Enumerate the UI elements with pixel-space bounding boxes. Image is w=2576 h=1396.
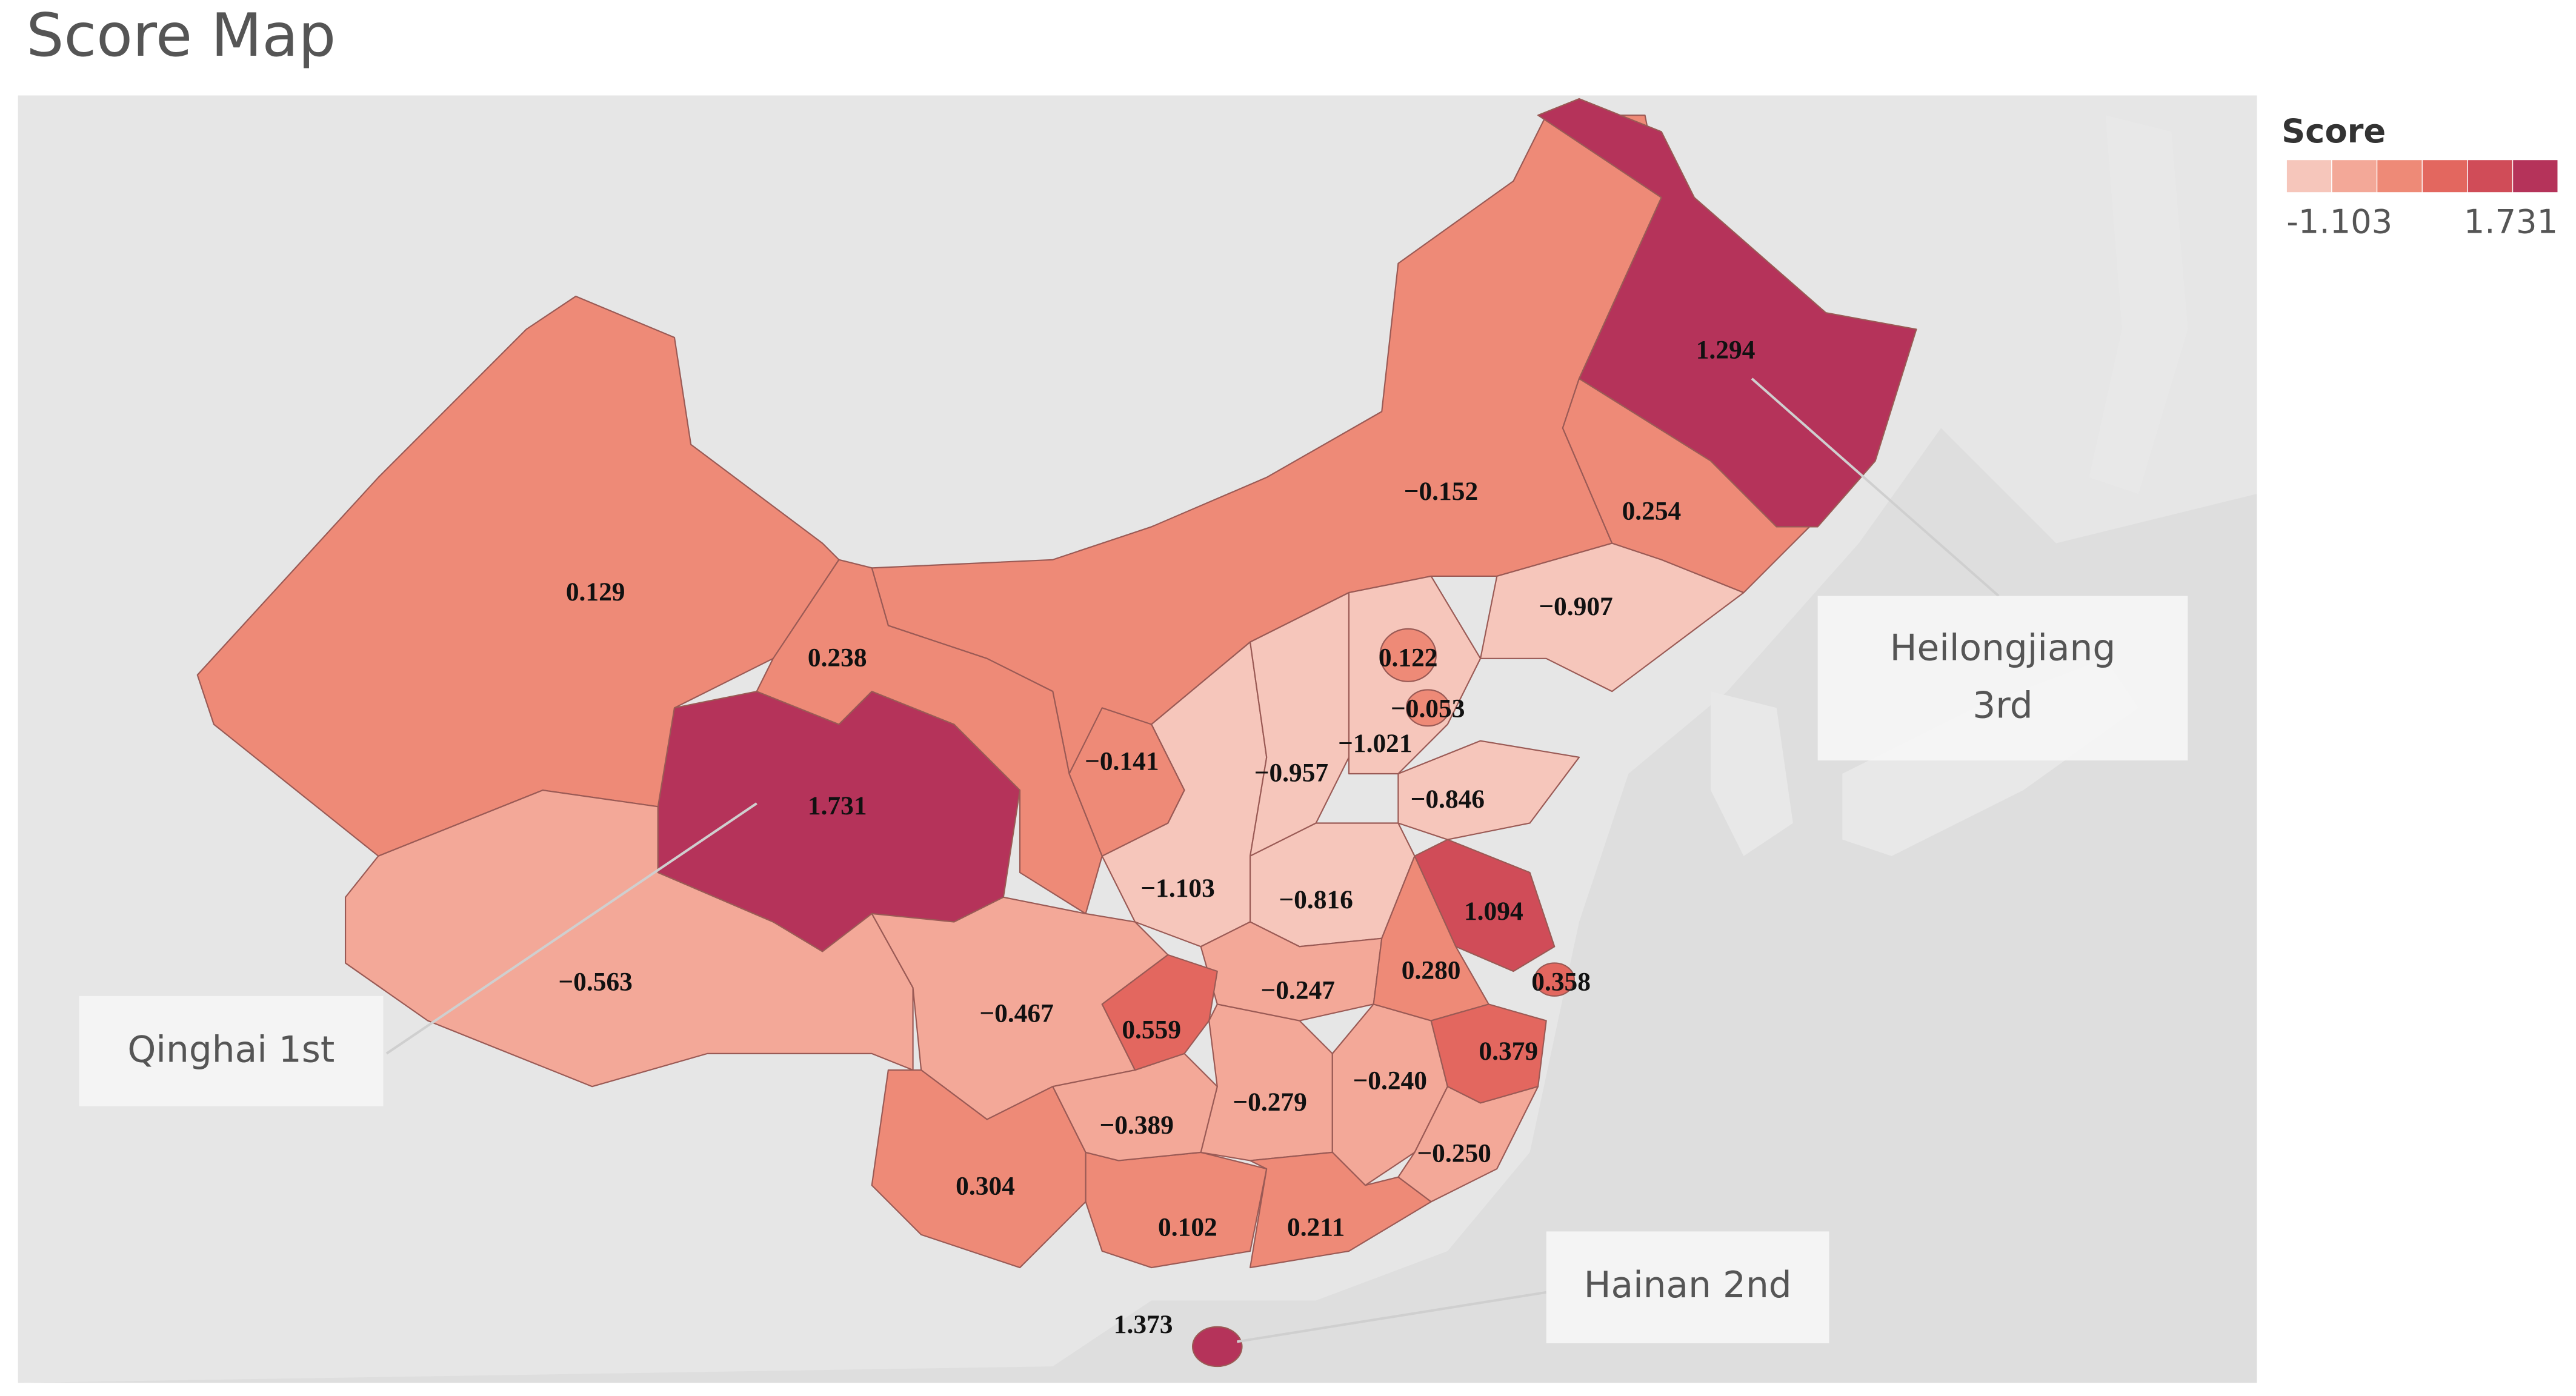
annotation-text: Qinghai 1st: [79, 995, 384, 1106]
value-label: −0.389: [1100, 1111, 1174, 1140]
value-label: −1.103: [1140, 874, 1214, 903]
value-label: −0.846: [1411, 785, 1485, 814]
value-label: 0.129: [566, 577, 625, 607]
value-labels: 0.129 0.238 1.731 −0.563 −0.467 0.559 0.304 −0.…: [558, 335, 1755, 1338]
annotation: Hainan 2nd: [1546, 1231, 1829, 1344]
annotation: Qinghai 1st: [79, 995, 384, 1106]
legend: [2286, 159, 2558, 193]
region: [1405, 689, 1450, 727]
value-label: −0.247: [1261, 976, 1335, 1005]
leader-line: [385, 802, 757, 1055]
legend-swatch: [2286, 159, 2332, 193]
value-label: −0.250: [1417, 1138, 1491, 1168]
annotation-text: Hainan 2nd: [1546, 1231, 1829, 1344]
value-label: 0.358: [1531, 968, 1591, 997]
value-label: 1.731: [808, 791, 867, 820]
legend-min: -1.103: [2286, 203, 2392, 241]
value-label: 1.373: [1114, 1310, 1173, 1339]
value-label: −0.907: [1539, 592, 1612, 621]
region: [1534, 962, 1575, 997]
value-label: −0.957: [1254, 759, 1328, 788]
region: [1430, 1003, 1547, 1104]
region: [1397, 740, 1580, 840]
value-label: 1.294: [1696, 335, 1756, 364]
legend-swatch: [2467, 159, 2514, 193]
region: [756, 559, 1103, 915]
leader-line: [1237, 1291, 1547, 1343]
value-label: −0.152: [1404, 477, 1478, 506]
value-label: 0.304: [956, 1172, 1015, 1201]
region: [1101, 954, 1218, 1071]
legend-swatch: [2376, 159, 2423, 193]
value-label: 0.211: [1287, 1213, 1345, 1242]
legend-max: 1.731: [2464, 203, 2558, 241]
region: [1480, 542, 1745, 693]
value-label: −0.279: [1233, 1088, 1306, 1117]
value-label: 1.094: [1464, 897, 1523, 926]
value-label: 0.379: [1479, 1037, 1538, 1066]
legend-swatch: [2421, 159, 2468, 193]
value-label: 0.238: [808, 643, 867, 672]
region: [1379, 628, 1437, 682]
value-label: −0.141: [1085, 747, 1159, 776]
leader-line: [1751, 377, 2000, 597]
legend-title: Score: [2281, 112, 2386, 150]
value-label: −0.053: [1391, 694, 1465, 723]
neighbor-land: [1711, 115, 2188, 856]
annotation-text: Heilongjiang 3rd: [1817, 596, 2188, 761]
region: [1191, 1326, 1243, 1368]
value-label: 0.254: [1622, 497, 1682, 526]
value-label: 0.102: [1158, 1213, 1217, 1242]
value-label: 0.559: [1122, 1015, 1181, 1045]
value-label: 0.280: [1402, 956, 1461, 985]
value-label: −0.816: [1279, 885, 1353, 914]
region: [1068, 707, 1185, 857]
legend-swatch: [2331, 159, 2378, 193]
regions: [196, 98, 1917, 1368]
legend-swatch: [2512, 159, 2558, 193]
value-label: −1.021: [1338, 729, 1412, 758]
map-title: Score Map: [26, 1, 336, 70]
value-label: −0.240: [1353, 1066, 1427, 1095]
value-label: −0.563: [558, 968, 632, 997]
annotation: Heilongjiang 3rd: [1817, 596, 2188, 761]
value-label: 0.122: [1379, 643, 1438, 672]
region: [1085, 1151, 1268, 1269]
value-label: −0.467: [979, 999, 1053, 1028]
